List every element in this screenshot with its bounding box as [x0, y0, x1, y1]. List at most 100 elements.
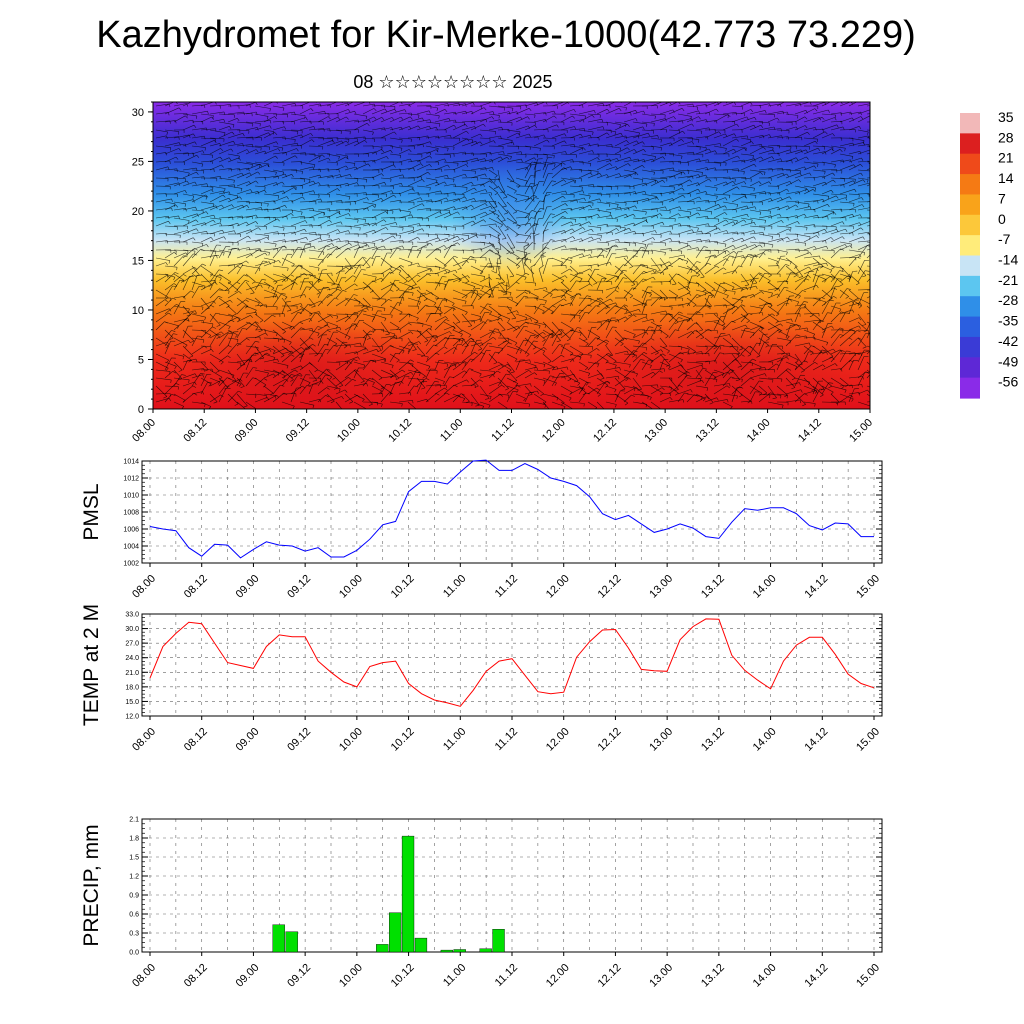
- wind-barb: [245, 149, 257, 155]
- wind-barb-flag: [747, 354, 752, 357]
- wind-barb: [182, 154, 197, 163]
- wind-barb-flag: [536, 210, 542, 213]
- wind-barb-flag: [305, 348, 310, 351]
- wind-barb: [245, 191, 259, 195]
- wind-barb: [848, 137, 865, 141]
- wind-barb-flag: [858, 126, 862, 130]
- wind-barb: [488, 225, 501, 235]
- wind-barb: [236, 121, 253, 124]
- wind-barb-flag: [353, 163, 356, 167]
- wind-barb-flag: [533, 157, 537, 161]
- wind-barb: [614, 156, 630, 163]
- wind-barb: [776, 196, 790, 203]
- wind-barb: [308, 345, 319, 355]
- wind-barb: [524, 153, 538, 155]
- wind-barb: [236, 322, 250, 331]
- wind-barb-flag: [642, 165, 645, 168]
- wind-barb: [209, 217, 222, 220]
- wind-barb: [272, 321, 286, 332]
- wind-barb: [227, 133, 243, 139]
- wind-barb: [470, 189, 486, 195]
- wind-barb: [713, 283, 721, 299]
- wind-barb: [569, 197, 585, 203]
- wind-barb: [497, 233, 502, 250]
- wind-barb-flag: [534, 197, 539, 199]
- wind-barb-flag: [313, 246, 316, 250]
- wind-barb-flag: [710, 211, 712, 215]
- wind-barb: [704, 289, 714, 296]
- wind-barb: [308, 257, 324, 261]
- wind-barb-flag: [470, 337, 475, 341]
- wind-barb-flag: [220, 222, 222, 226]
- wind-barb: [281, 274, 291, 283]
- heatmap-warm-anomaly: [180, 320, 420, 409]
- wind-barb-flag: [204, 147, 206, 151]
- wind-barb: [461, 337, 469, 346]
- wind-barb-flag: [429, 141, 432, 145]
- wind-barb-flag: [786, 188, 790, 192]
- wind-barb: [686, 281, 699, 284]
- wind-barb-flag: [511, 140, 513, 144]
- wind-barb-flag: [444, 284, 447, 288]
- wind-barb-flag: [423, 298, 428, 301]
- wind-barb: [722, 177, 736, 180]
- wind-barb: [488, 345, 503, 349]
- wind-barb: [371, 313, 387, 319]
- wind-barb: [299, 207, 314, 211]
- wind-barb: [848, 193, 860, 195]
- wind-barb-flag: [797, 301, 800, 305]
- wind-barb: [542, 115, 555, 123]
- wind-barb: [407, 337, 417, 350]
- wind-barb: [497, 193, 507, 207]
- wind-barb: [308, 198, 321, 203]
- wind-barb-flag: [264, 252, 268, 256]
- wind-barb: [731, 315, 745, 323]
- wind-barb-flag: [814, 187, 817, 191]
- wind-barb: [524, 175, 531, 187]
- wind-barb: [532, 226, 535, 243]
- wind-barb: [695, 329, 705, 338]
- wind-barb: [650, 257, 661, 271]
- wind-barb: [677, 292, 690, 299]
- wind-barb: [668, 120, 683, 123]
- wind-barb: [416, 224, 430, 227]
- wind-barb-flag: [491, 270, 497, 274]
- wind-barb-flag: [446, 238, 449, 242]
- wind-barb-flag: [255, 149, 259, 153]
- wind-barb-flag: [391, 127, 394, 131]
- wind-barb: [632, 110, 644, 115]
- wind-barb-flag: [635, 118, 638, 122]
- wind-barb-flag: [625, 316, 628, 320]
- wind-barb: [749, 256, 754, 267]
- wind-barb-flag: [784, 280, 789, 283]
- wind-barb: [425, 135, 439, 139]
- wind-barb: [749, 278, 755, 291]
- wind-barb-flag: [454, 255, 458, 258]
- wind-barb: [524, 136, 538, 139]
- wind-barb-flag: [567, 290, 572, 293]
- wind-barb: [209, 334, 218, 347]
- wind-barb-flag: [304, 273, 308, 276]
- wind-barb: [371, 168, 383, 171]
- wind-barb: [470, 183, 484, 187]
- wind-barb: [335, 140, 347, 147]
- wind-barb-flag: [287, 309, 292, 312]
- wind-barb-flag: [836, 124, 839, 128]
- wind-barb: [857, 129, 869, 133]
- wind-barb-flag: [662, 156, 666, 160]
- wind-barb: [794, 166, 805, 171]
- wind-barb: [434, 265, 450, 271]
- wind-barb: [578, 280, 590, 283]
- wind-barb-flag: [719, 143, 722, 147]
- wind-barb-flag: [824, 279, 827, 283]
- wind-barb: [479, 289, 491, 296]
- wind-barb: [758, 192, 770, 195]
- wind-barb: [299, 337, 310, 349]
- wind-barb-flag: [867, 131, 869, 135]
- wind-barb-flag: [839, 327, 844, 330]
- wind-barb-flag: [687, 349, 690, 353]
- wind-barb: [794, 149, 807, 155]
- wind-barb-flag: [313, 180, 316, 184]
- wind-barb-flag: [529, 236, 531, 240]
- wind-barb: [578, 193, 591, 197]
